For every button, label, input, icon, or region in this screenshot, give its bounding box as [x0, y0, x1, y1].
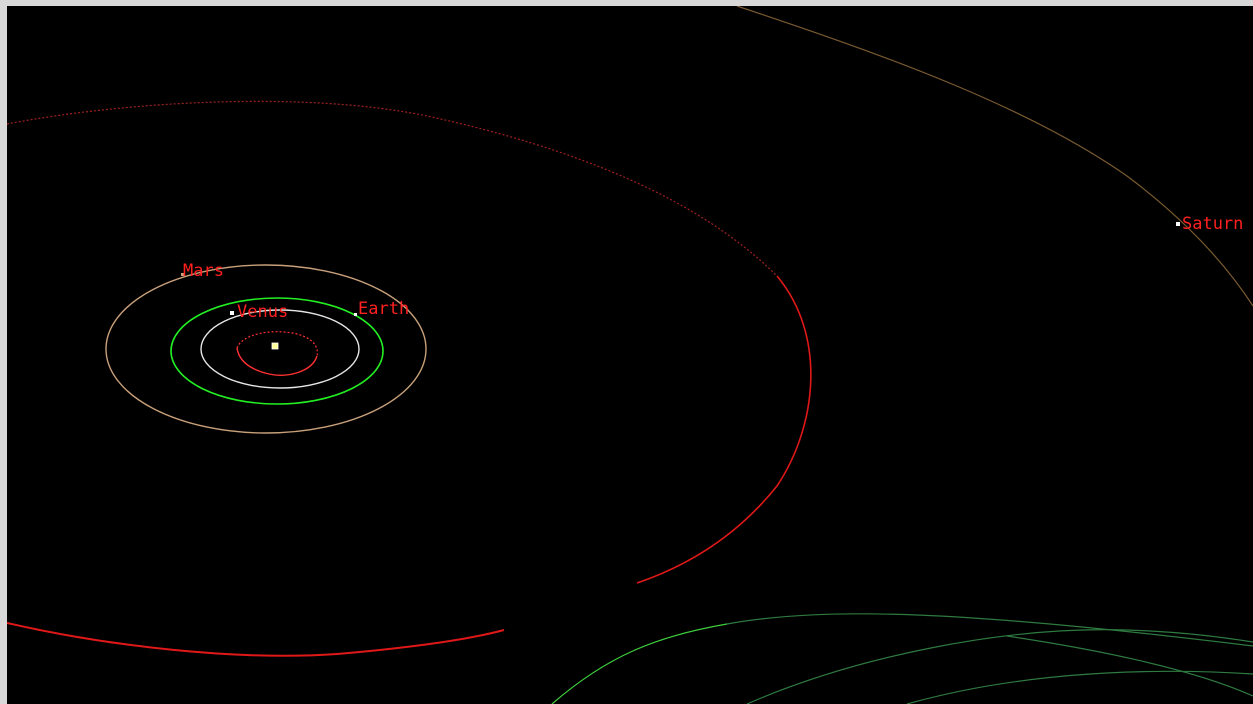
saturn-orbit [736, 6, 1253, 307]
label-saturn: Saturn [1182, 214, 1243, 234]
comet-orbit-4 [1006, 635, 1253, 697]
mars-marker[interactable] [181, 273, 184, 276]
earth-marker[interactable] [354, 313, 357, 316]
large-orbit-upper-dotted [7, 100, 778, 277]
label-venus: Venus [237, 302, 288, 322]
large-orbit-bottom [7, 622, 505, 657]
saturn-marker[interactable] [1176, 222, 1180, 226]
comet-orbit-bright [551, 623, 728, 704]
mercury-orbit-dotted [236, 331, 318, 357]
comet-orbit-2 [746, 629, 1253, 704]
comet-orbit-1 [726, 613, 1253, 647]
venus-marker[interactable] [230, 311, 234, 315]
mercury-orbit [236, 347, 318, 376]
label-earth: Earth [358, 299, 409, 319]
label-mars: Mars [183, 261, 224, 281]
sun-icon[interactable] [271, 342, 279, 350]
solar-system-diagram: Mars Venus Earth Saturn [7, 6, 1253, 704]
earth-orbit [170, 297, 384, 405]
orbit-viewport[interactable]: Mars Venus Earth Saturn [7, 6, 1253, 704]
venus-orbit [200, 309, 360, 389]
comet-orbit-3 [906, 670, 1253, 704]
mars-orbit [105, 264, 427, 434]
large-orbit-right [636, 275, 812, 584]
